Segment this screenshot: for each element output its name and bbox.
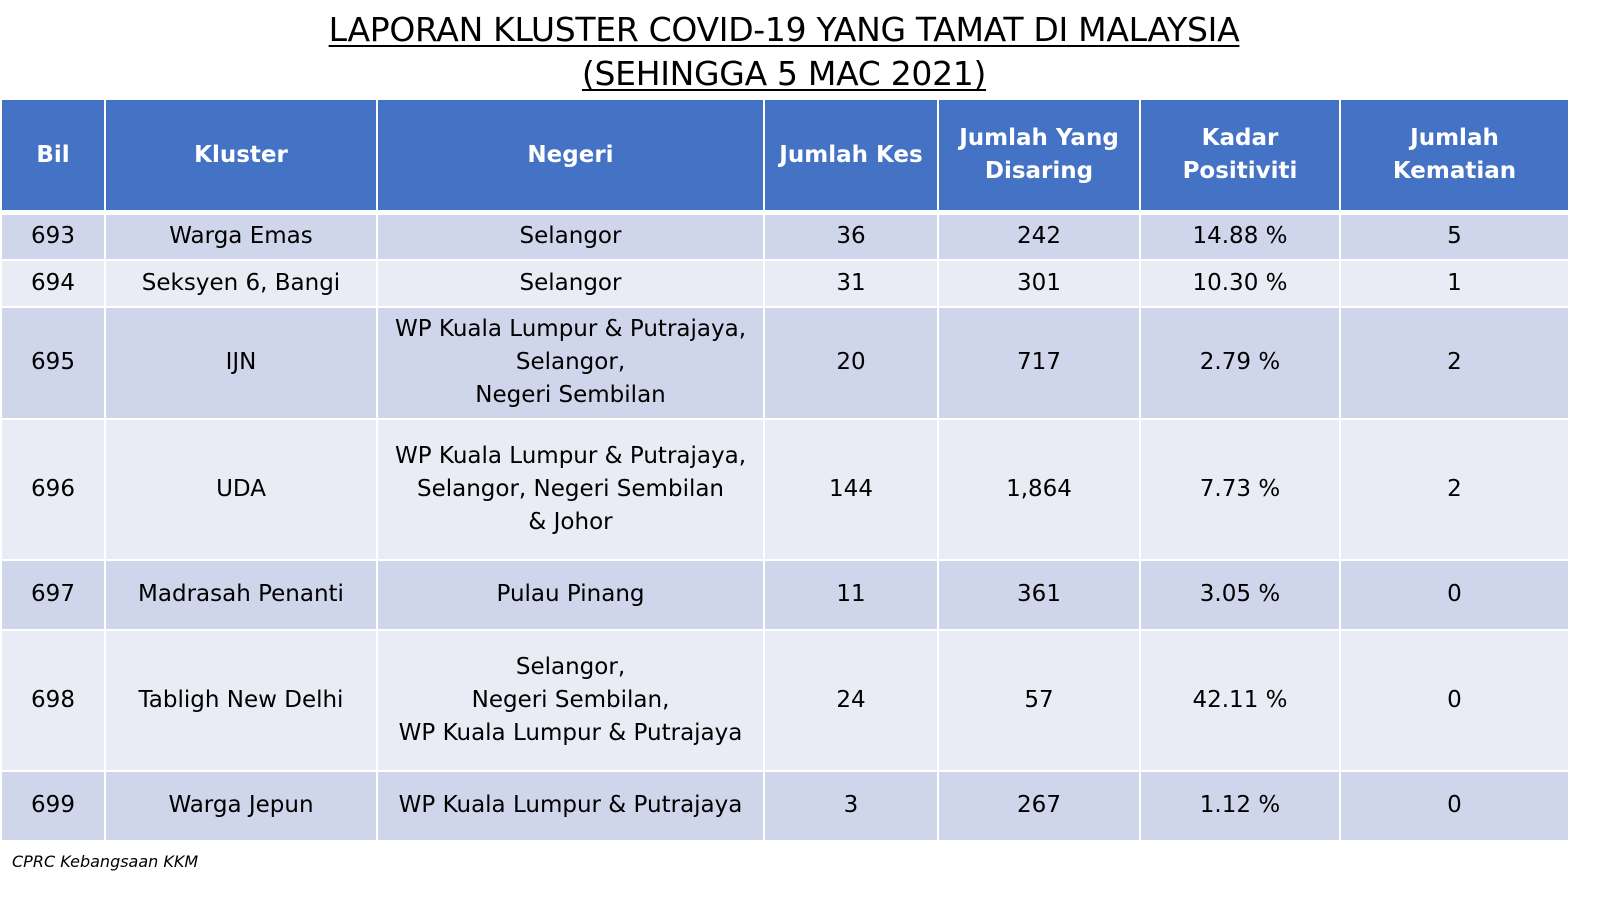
report-title: LAPORAN KLUSTER COVID-19 YANG TAMAT DI M… <box>0 8 1568 96</box>
report-title-line2: (SEHINGGA 5 MAC 2021) <box>581 54 987 93</box>
cell-negeri-line: WP Kuala Lumpur & Putrajaya, <box>394 442 747 469</box>
cell-negeri-line: & Johor <box>528 508 613 535</box>
table-row: 695 IJN WP Kuala Lumpur & Putrajaya, Selang… <box>0 305 1570 420</box>
cell-negeri-line: Negeri Sembilan, <box>471 686 670 713</box>
cell-negeri-line: Negeri Sembilan <box>475 382 666 408</box>
header-kluster: Kluster <box>104 98 378 215</box>
header-jumlah-kes: Jumlah Kes <box>763 98 939 215</box>
report-title-line1: LAPORAN KLUSTER COVID-19 YANG TAMAT DI M… <box>328 10 1240 49</box>
table-row: 696 UDA WP Kuala Lumpur & Putrajaya, Selang… <box>0 417 1570 561</box>
cell-kadar-positiviti: 3.05 % <box>1139 558 1341 631</box>
cell-jumlah-disaring: 361 <box>937 558 1141 631</box>
cell-negeri: Selangor <box>376 258 765 308</box>
cell-kluster: UDA <box>104 417 378 561</box>
cell-jumlah-kematian: 0 <box>1339 558 1570 631</box>
cell-jumlah-kematian: 2 <box>1339 417 1570 561</box>
cell-bil: 699 <box>0 769 106 842</box>
cell-negeri: Selangor, Negeri Sembilan, WP Kuala Lumpur… <box>376 628 765 772</box>
cell-jumlah-kematian: 0 <box>1339 628 1570 772</box>
cell-jumlah-kes: 3 <box>763 769 939 842</box>
cell-kluster: Warga Emas <box>104 211 378 261</box>
header-negeri: Negeri <box>376 98 765 215</box>
table-row: 698 Tabligh New Delhi Selangor, Negeri Semb… <box>0 628 1570 772</box>
cell-jumlah-kes: 31 <box>763 258 939 308</box>
cell-bil: 695 <box>0 305 106 420</box>
cell-jumlah-kes: 36 <box>763 211 939 261</box>
cell-negeri: WP Kuala Lumpur & Putrajaya <box>376 769 765 842</box>
table-row: 693 Warga Emas Selangor 36 242 14.88 % 5 <box>0 211 1570 261</box>
cluster-table: Bil Kluster Negeri Jumlah Kes Jumlah Yan… <box>0 98 1570 842</box>
header-jumlah-disaring: Jumlah Yang Disaring <box>937 98 1141 215</box>
cell-jumlah-kes: 144 <box>763 417 939 561</box>
cell-bil: 696 <box>0 417 106 561</box>
cell-negeri-line: Selangor, Negeri Sembilan <box>416 475 725 502</box>
cell-kadar-positiviti: 2.79 % <box>1139 305 1341 420</box>
cell-jumlah-kes: 11 <box>763 558 939 631</box>
cell-bil: 693 <box>0 211 106 261</box>
cell-jumlah-disaring: 267 <box>937 769 1141 842</box>
cell-negeri-line: Selangor <box>519 223 622 250</box>
cell-kadar-positiviti: 10.30 % <box>1139 258 1341 308</box>
cell-bil: 694 <box>0 258 106 308</box>
table-header-row: Bil Kluster Negeri Jumlah Kes Jumlah Yan… <box>0 98 1570 215</box>
cell-jumlah-kes: 24 <box>763 628 939 772</box>
cell-negeri-line: Selangor <box>519 269 622 296</box>
cell-jumlah-kematian: 2 <box>1339 305 1570 420</box>
cell-negeri: Selangor <box>376 211 765 261</box>
cell-negeri-line: Selangor, <box>515 653 626 680</box>
header-jumlah-disaring-line1: Jumlah Yang <box>959 125 1119 151</box>
cell-negeri: WP Kuala Lumpur & Putrajaya, Selangor, Neg… <box>376 305 765 420</box>
cell-kadar-positiviti: 14.88 % <box>1139 211 1341 261</box>
table-body: 693 Warga Emas Selangor 36 242 14.88 % 5 694 Sek… <box>0 211 1570 842</box>
cell-negeri-line: WP Kuala Lumpur & Putrajaya <box>398 719 743 746</box>
cell-jumlah-disaring: 717 <box>937 305 1141 420</box>
cell-jumlah-kematian: 5 <box>1339 211 1570 261</box>
cell-negeri: Pulau Pinang <box>376 558 765 631</box>
source-footer: CPRC Kebangsaan KKM <box>12 852 199 871</box>
header-bil: Bil <box>0 98 106 215</box>
cell-kluster: IJN <box>104 305 378 420</box>
cell-kluster: Tabligh New Delhi <box>104 628 378 772</box>
cell-kluster: Warga Jepun <box>104 769 378 842</box>
cell-negeri-line: WP Kuala Lumpur & Putrajaya, <box>394 316 747 342</box>
cell-jumlah-kematian: 1 <box>1339 258 1570 308</box>
cell-jumlah-disaring: 301 <box>937 258 1141 308</box>
cell-negeri-line: Pulau Pinang <box>496 581 645 607</box>
table-row: 697 Madrasah Penanti Pulau Pinang 11 361 3.05… <box>0 558 1570 631</box>
cell-negeri: WP Kuala Lumpur & Putrajaya, Selangor, Ne… <box>376 417 765 561</box>
cell-jumlah-kematian: 0 <box>1339 769 1570 842</box>
header-jumlah-disaring-line2: Disaring <box>984 158 1094 184</box>
cell-negeri-line: WP Kuala Lumpur & Putrajaya <box>398 792 743 818</box>
cell-jumlah-kes: 20 <box>763 305 939 420</box>
cell-bil: 697 <box>0 558 106 631</box>
cell-negeri-line: Selangor, <box>515 349 626 375</box>
table-row: 699 Warga Jepun WP Kuala Lumpur & Putrajay… <box>0 769 1570 842</box>
cell-jumlah-disaring: 57 <box>937 628 1141 772</box>
header-jumlah-kematian: Jumlah Kematian <box>1339 98 1570 215</box>
cell-kadar-positiviti: 7.73 % <box>1139 417 1341 561</box>
cell-kluster: Madrasah Penanti <box>104 558 378 631</box>
cell-jumlah-disaring: 1,864 <box>937 417 1141 561</box>
table-row: 694 Seksyen 6, Bangi Selangor 31 301 10.30 % 1 <box>0 258 1570 308</box>
header-kadar-positiviti: Kadar Positiviti <box>1139 98 1341 215</box>
cell-kadar-positiviti: 42.11 % <box>1139 628 1341 772</box>
cell-bil: 698 <box>0 628 106 772</box>
cell-jumlah-disaring: 242 <box>937 211 1141 261</box>
cell-kadar-positiviti: 1.12 % <box>1139 769 1341 842</box>
cell-kluster: Seksyen 6, Bangi <box>104 258 378 308</box>
